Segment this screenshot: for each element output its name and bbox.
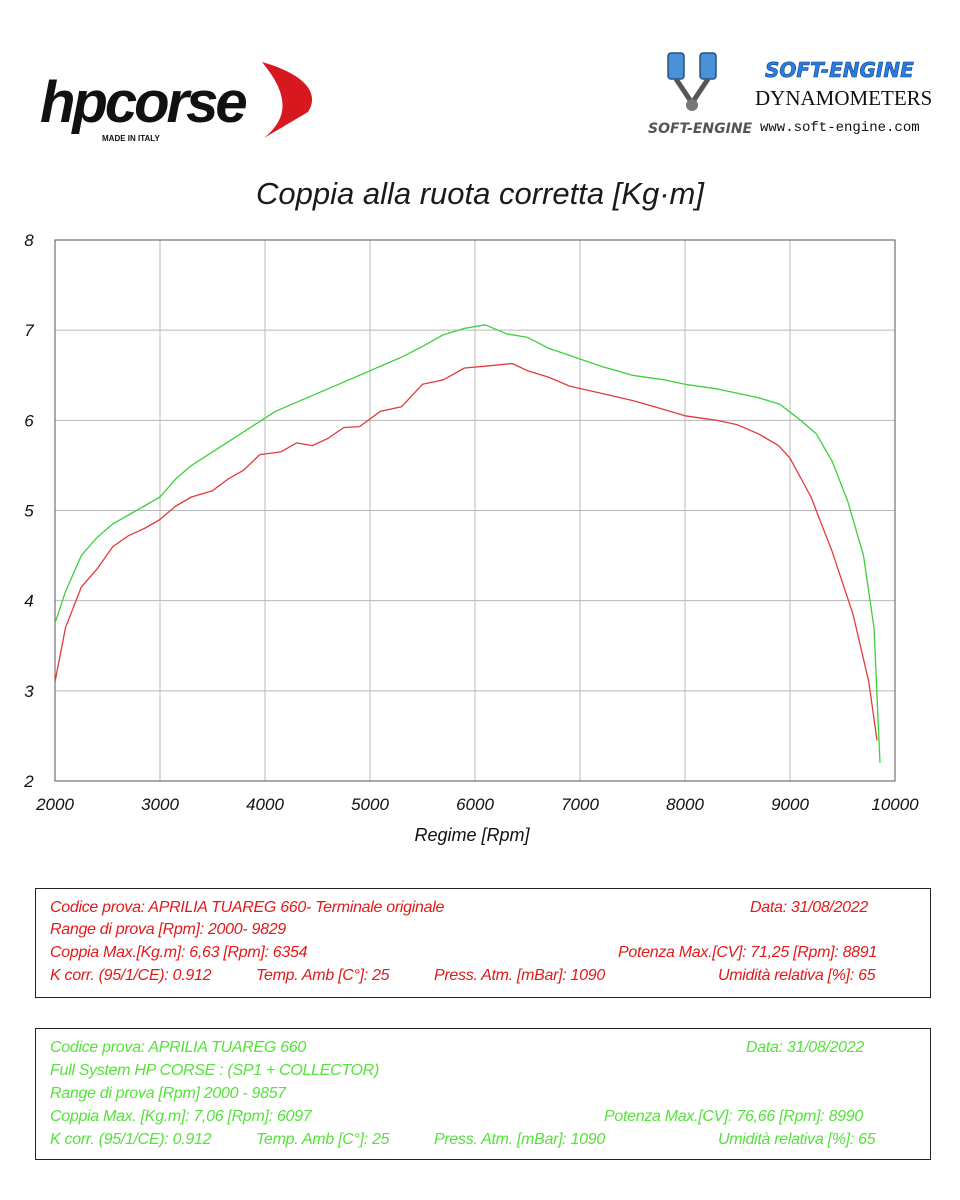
x-tick-label: 5000 [351,795,389,814]
x-tick-label: 3000 [141,795,179,814]
red-test-code: Codice prova: APRILIA TUAREG 660- Termin… [50,899,445,916]
test-info-box-full-system: Codice prova: APRILIA TUAREG 660 Data: 3… [35,1028,931,1160]
series-line-full-system [54,324,881,764]
y-tick-label: 4 [24,592,33,611]
y-tick-label: 3 [24,682,34,701]
logo-wordmark: hpcorse [40,70,246,135]
torque-chart: 2000 3000 4000 5000 6000 7000 8000 9000 10000 2 3 4… [23,231,919,845]
green-max-torque: Coppia Max. [Kg.m]: 7,06 [Rpm]: 6097 [50,1108,312,1125]
red-temp: Temp. Amb [C°]: 25 [256,967,390,984]
red-test-range: Range di prova [Rpm]: 2000- 9829 [50,921,286,938]
soft-engine-brand: SOFT-ENGINE [765,58,914,82]
green-temp: Temp. Amb [C°]: 25 [256,1131,390,1148]
green-system: Full System HP CORSE : (SP1 + COLLECTOR) [50,1062,379,1079]
logo-swoosh-red [262,62,313,138]
y-tick-label: 5 [24,502,34,521]
red-test-date: Data: 31/08/2022 [750,899,868,916]
red-max-torque: Coppia Max.[Kg.m]: 6,63 [Rpm]: 6354 [50,944,308,961]
y-tick-label: 2 [23,772,34,791]
x-tick-label: 10000 [871,795,919,814]
red-max-power: Potenza Max.[CV]: 71,25 [Rpm]: 8891 [618,944,877,961]
green-humidity: Umidità relativa [%]: 65 [718,1131,876,1148]
piston-icon [667,52,717,111]
soft-engine-badge: SOFT-ENGINE [648,121,753,137]
x-tick-label: 4000 [246,795,284,814]
x-tick-label: 2000 [35,795,74,814]
plot-frame [54,239,896,782]
green-test-code: Codice prova: APRILIA TUAREG 660 [50,1039,306,1056]
x-tick-label: 8000 [666,795,704,814]
soft-engine-subtitle: DYNAMOMETERS [755,86,932,110]
soft-engine-url: www.soft-engine.com [760,120,920,136]
logo-tagline: MADE IN ITALY [102,134,160,143]
test-info-box-original: Codice prova: APRILIA TUAREG 660- Termin… [35,888,931,998]
y-tick-label: 7 [24,321,34,340]
green-k-corr: K corr. (95/1/CE): 0.912 [50,1131,212,1148]
x-axis-label: Regime [Rpm] [414,825,530,845]
x-tick-label: 6000 [456,795,494,814]
red-k-corr: K corr. (95/1/CE): 0.912 [50,967,212,984]
green-pressure: Press. Atm. [mBar]: 1090 [434,1131,605,1148]
series-line-original [54,362,878,741]
green-test-range: Range di prova [Rpm] 2000 - 9857 [50,1085,286,1102]
y-tick-label: 6 [24,411,34,430]
hpcorse-logo: hpcorse MADE IN ITALY [40,62,313,143]
red-pressure: Press. Atm. [mBar]: 1090 [434,967,605,984]
red-humidity: Umidità relativa [%]: 65 [718,967,876,984]
green-test-date: Data: 31/08/2022 [746,1039,864,1056]
x-tick-label: 9000 [771,795,809,814]
x-tick-label: 7000 [561,795,599,814]
chart-title: Coppia alla ruota corretta [Kg·m] [256,176,704,211]
soft-engine-logo: SOFT-ENGINE SOFT-ENGINE DYNAMOMETERS www… [648,52,932,137]
y-tick-label: 8 [24,231,34,250]
green-max-power: Potenza Max.[CV]: 76,66 [Rpm]: 8990 [604,1108,863,1125]
